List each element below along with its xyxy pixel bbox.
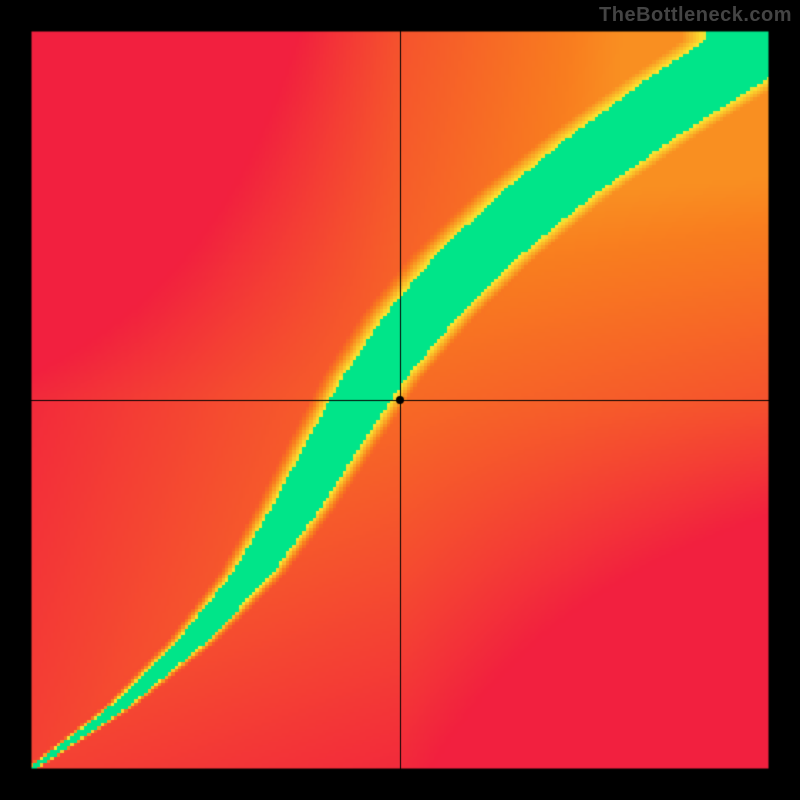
watermark: TheBottleneck.com xyxy=(599,4,792,27)
bottleneck-heatmap xyxy=(0,0,800,800)
chart-container: { "canvas": { "width": 800, "height": 80… xyxy=(0,0,800,800)
